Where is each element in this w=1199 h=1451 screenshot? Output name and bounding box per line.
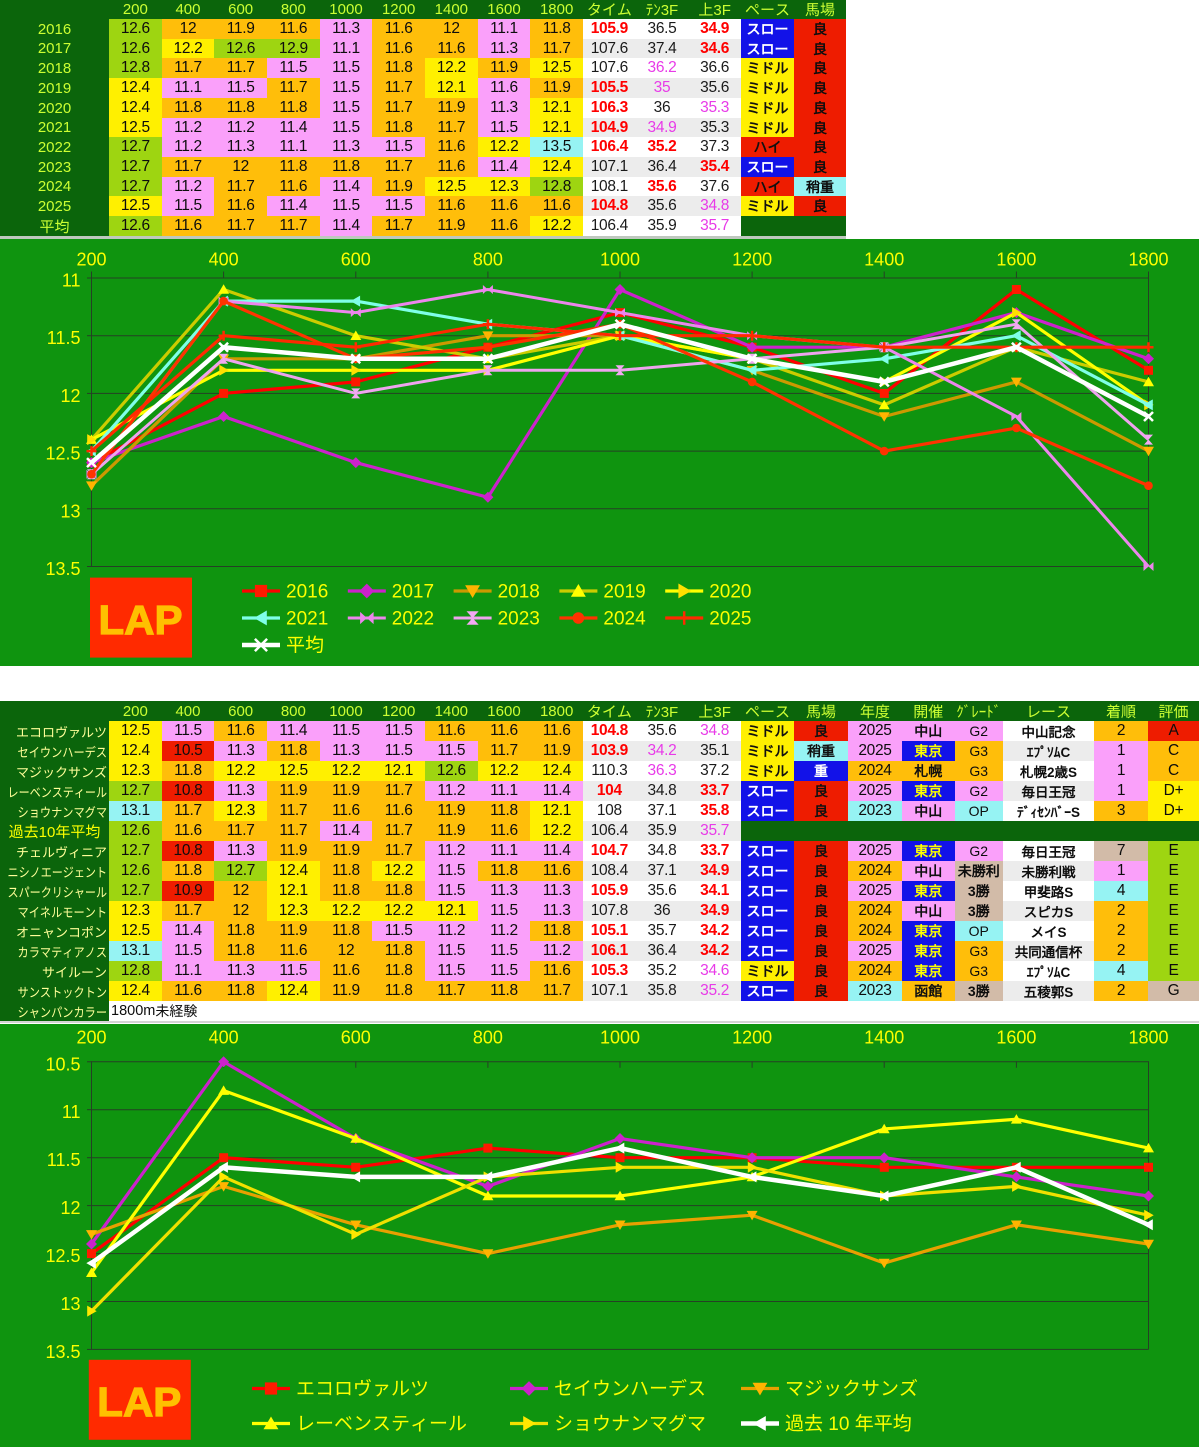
- svg-text:11.5: 11.5: [47, 328, 81, 348]
- svg-text:2017: 2017: [392, 582, 434, 603]
- svg-text:1200: 1200: [732, 1027, 772, 1047]
- svg-text:800: 800: [473, 1027, 503, 1047]
- svg-text:10.5: 10.5: [45, 1054, 80, 1074]
- svg-text:1800: 1800: [1128, 1027, 1168, 1047]
- svg-text:2021: 2021: [286, 609, 328, 630]
- svg-text:11: 11: [62, 271, 81, 291]
- svg-text:12.5: 12.5: [45, 1246, 80, 1266]
- svg-text:平均: 平均: [286, 631, 324, 658]
- svg-text:2018: 2018: [498, 582, 540, 603]
- svg-text:2019: 2019: [603, 582, 645, 603]
- svg-text:2025: 2025: [709, 609, 751, 630]
- svg-text:13.5: 13.5: [45, 1341, 80, 1361]
- svg-text:過去 10 年平均: 過去 10 年平均: [785, 1409, 912, 1436]
- svg-text:1400: 1400: [864, 1027, 904, 1047]
- svg-text:1000: 1000: [600, 249, 640, 269]
- svg-text:LAP: LAP: [97, 1379, 181, 1425]
- svg-text:レーベンスティール: レーベンスティール: [296, 1409, 467, 1436]
- svg-text:LAP: LAP: [99, 597, 183, 643]
- svg-text:800: 800: [473, 249, 503, 269]
- svg-text:2020: 2020: [709, 582, 751, 603]
- svg-text:13: 13: [60, 1294, 80, 1314]
- svg-text:1800: 1800: [1128, 249, 1168, 269]
- svg-text:200: 200: [76, 249, 106, 269]
- svg-text:1600: 1600: [996, 249, 1036, 269]
- svg-text:12.5: 12.5: [45, 444, 80, 464]
- svg-text:2022: 2022: [392, 609, 434, 630]
- svg-text:エコロヴァルツ: エコロヴァルツ: [296, 1374, 429, 1401]
- svg-text:600: 600: [341, 249, 371, 269]
- svg-text:1000: 1000: [600, 1027, 640, 1047]
- svg-text:12: 12: [60, 1198, 80, 1218]
- svg-text:2023: 2023: [498, 609, 540, 630]
- svg-text:12: 12: [60, 386, 80, 406]
- svg-text:1200: 1200: [732, 249, 772, 269]
- svg-text:11.5: 11.5: [47, 1150, 81, 1170]
- svg-text:ショウナンマグマ: ショウナンマグマ: [554, 1409, 706, 1436]
- svg-text:2016: 2016: [286, 582, 328, 603]
- svg-text:マジックサンズ: マジックサンズ: [785, 1374, 918, 1401]
- svg-text:2024: 2024: [603, 609, 646, 630]
- svg-text:200: 200: [76, 1027, 106, 1047]
- svg-text:11: 11: [62, 1102, 81, 1122]
- svg-text:400: 400: [209, 249, 239, 269]
- svg-text:13.5: 13.5: [45, 559, 80, 579]
- svg-text:セイウンハーデス: セイウンハーデス: [554, 1374, 706, 1401]
- svg-text:600: 600: [341, 1027, 371, 1047]
- svg-text:13: 13: [60, 501, 80, 521]
- svg-text:1600: 1600: [996, 1027, 1036, 1047]
- svg-text:400: 400: [209, 1027, 239, 1047]
- svg-text:1400: 1400: [864, 249, 904, 269]
